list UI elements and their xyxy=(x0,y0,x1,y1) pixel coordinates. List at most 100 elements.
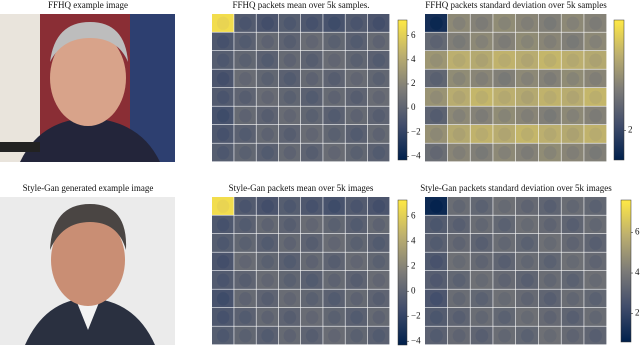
packet-face xyxy=(372,329,386,343)
packet-face xyxy=(305,255,319,269)
packet-face xyxy=(498,236,511,250)
packet-face xyxy=(261,292,274,306)
packet-face xyxy=(543,255,557,269)
packet-face xyxy=(589,273,602,287)
packet-face xyxy=(350,310,363,324)
packet-face xyxy=(261,35,274,49)
packet-face xyxy=(498,329,511,343)
packet-face xyxy=(589,236,602,250)
packet-face xyxy=(305,90,319,104)
packet-face xyxy=(305,292,319,306)
packet-face xyxy=(430,292,443,306)
packet-face xyxy=(261,236,274,250)
packet-face xyxy=(261,310,274,324)
packet-face xyxy=(566,292,580,306)
panel-title: FFHQ packets mean over 5k samples. xyxy=(233,0,370,10)
packet-face xyxy=(350,35,363,49)
packet-face xyxy=(475,146,489,160)
packet-face xyxy=(498,90,511,104)
packet-face xyxy=(328,72,341,86)
packet-face xyxy=(521,109,534,123)
packet-face xyxy=(475,72,489,86)
packet-face xyxy=(305,199,319,213)
packet-face xyxy=(430,35,443,49)
packet-face xyxy=(543,273,557,287)
packet-face xyxy=(475,35,489,49)
packet-face xyxy=(566,16,580,30)
packet-face xyxy=(305,146,319,160)
packet-face xyxy=(239,218,252,232)
panel-title: Style-Gan packets mean over 5k images xyxy=(229,183,374,193)
packet-face xyxy=(239,146,252,160)
packet-face xyxy=(372,109,386,123)
panel-title: Style-Gan generated example image xyxy=(23,183,154,193)
packet-face xyxy=(521,16,534,30)
packet-face xyxy=(430,199,443,213)
packet-face xyxy=(543,218,557,232)
packet-face xyxy=(589,72,602,86)
packet-face xyxy=(498,16,511,30)
packet-face xyxy=(350,90,363,104)
photo-stylegan xyxy=(0,197,175,345)
packet-face xyxy=(216,109,230,123)
packet-face xyxy=(452,310,466,324)
packet-face xyxy=(328,218,341,232)
packet-face xyxy=(372,273,386,287)
packet-face xyxy=(589,218,602,232)
packet-face xyxy=(589,16,602,30)
packet-face xyxy=(452,16,466,30)
packet-face xyxy=(543,16,557,30)
packet-face xyxy=(305,273,319,287)
packet-face xyxy=(372,310,386,324)
packet-face xyxy=(328,90,341,104)
panel-title: FFHQ example image xyxy=(48,0,128,10)
packet-face xyxy=(239,109,252,123)
packet-face xyxy=(305,236,319,250)
packet-face xyxy=(305,218,319,232)
packet-face xyxy=(543,109,557,123)
packet-face xyxy=(475,236,489,250)
packet-face xyxy=(239,35,252,49)
packet-face xyxy=(566,35,580,49)
packet-face xyxy=(261,109,274,123)
colorbar xyxy=(397,19,408,161)
packet-face xyxy=(216,53,230,67)
packet-face xyxy=(239,16,252,30)
packet-face xyxy=(305,35,319,49)
packet-face xyxy=(589,109,602,123)
packet-face xyxy=(283,53,297,67)
packet-face xyxy=(521,199,534,213)
packet-face xyxy=(566,310,580,324)
packet-face xyxy=(350,199,363,213)
packet-face xyxy=(498,310,511,324)
packet-face xyxy=(328,273,341,287)
packet-face xyxy=(452,127,466,141)
packet-face xyxy=(498,255,511,269)
colorbar-tick-label: 2 xyxy=(411,78,416,88)
packet-face xyxy=(566,273,580,287)
packet-face xyxy=(372,236,386,250)
packet-face xyxy=(239,53,252,67)
packet-face xyxy=(452,90,466,104)
packet-face xyxy=(430,72,443,86)
packet-face xyxy=(372,146,386,160)
packet-face xyxy=(372,90,386,104)
packet-face xyxy=(216,255,230,269)
packet-face xyxy=(350,273,363,287)
packet-face xyxy=(239,292,252,306)
packet-face xyxy=(283,329,297,343)
packet-face xyxy=(452,218,466,232)
packet-face xyxy=(521,273,534,287)
packet-face xyxy=(543,72,557,86)
packet-face xyxy=(283,146,297,160)
packet-face xyxy=(566,53,580,67)
packet-face xyxy=(430,109,443,123)
packet-face xyxy=(283,273,297,287)
packet-face xyxy=(305,53,319,67)
packet-face xyxy=(452,273,466,287)
packet-face xyxy=(543,292,557,306)
packet-face xyxy=(261,146,274,160)
packet-face xyxy=(261,329,274,343)
packet-face xyxy=(452,109,466,123)
